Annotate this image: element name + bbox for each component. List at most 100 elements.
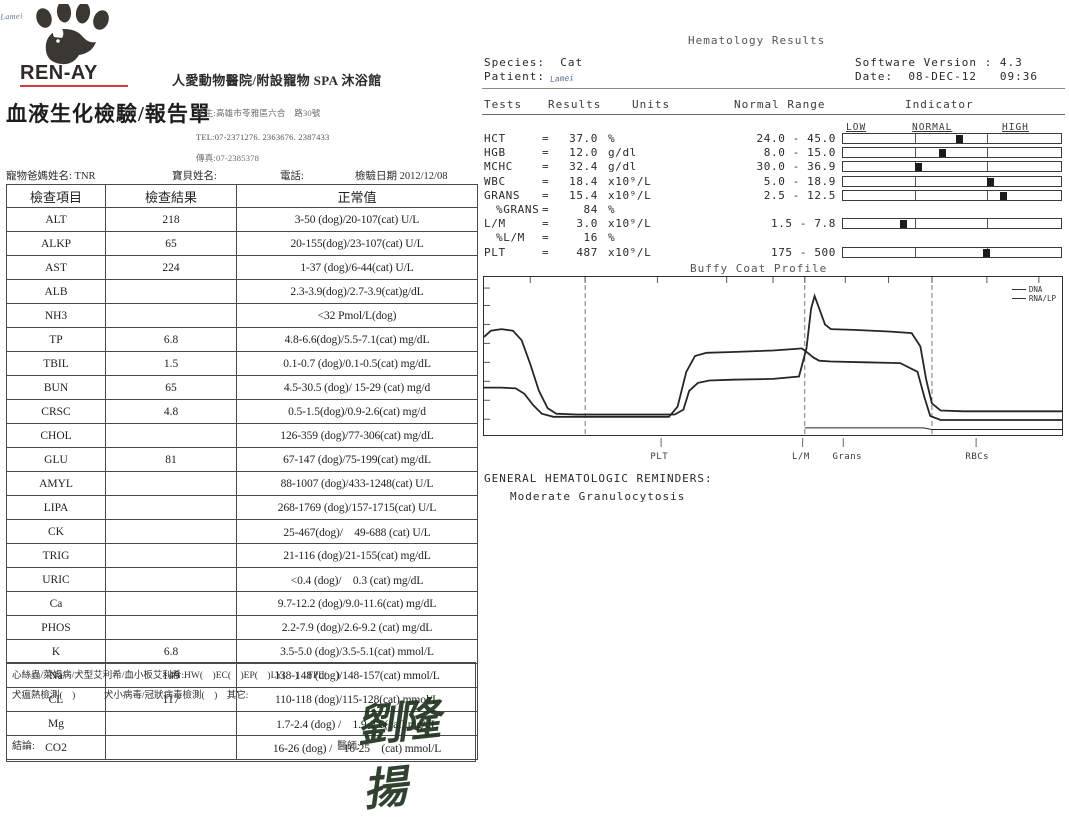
cell-result	[105, 567, 237, 592]
cell-normal-range: 88-1007 (dog)/433-1248(cat) U/L	[236, 471, 478, 496]
cell-item: AST	[6, 255, 106, 280]
test-unit: x10⁹/L	[608, 174, 652, 188]
col-header-units: Units	[632, 98, 671, 111]
hematology-row: HCT = 37.0% 24.0 - 45.0	[480, 132, 1069, 146]
cell-result	[105, 423, 237, 448]
exam-date-field: 檢驗日期 2012/12/08	[355, 168, 447, 183]
table-row: Na 149 138-148 (dog)/148-157(cat) mmol/L	[6, 663, 478, 688]
hematology-row: WBC = 18.4 x10⁹/L 5.0 - 18.9	[480, 175, 1069, 189]
test-normal-range: 1.5 - 7.8	[770, 217, 836, 231]
test-name: HGB	[484, 146, 506, 160]
band-label-grans: Grans	[832, 452, 863, 462]
table-row: ALT 218 3-50 (dog)/20-107(cat) U/L	[6, 207, 478, 232]
patient-value-handwritten: Lamei	[549, 73, 575, 84]
cell-result: 1.5	[105, 351, 237, 376]
table-row: AMYL 88-1007 (dog)/433-1248(cat) U/L	[6, 471, 478, 496]
equals-sign: =	[542, 231, 550, 245]
table-row: Ca 9.7-12.2 (dog)/9.0-11.6(cat) mg/dL	[6, 591, 478, 616]
cell-normal-range: 0.5-1.5(dog)/0.9-2.6(cat) mg/d	[236, 399, 478, 424]
hematology-row: HGB = 12.0 g/dl 8.0 - 15.0	[480, 146, 1069, 160]
hematology-printout-panel: Hematology Results Species: Cat Patient:…	[480, 0, 1069, 777]
equals-sign: =	[542, 245, 550, 259]
indicator-marker	[914, 163, 922, 172]
table-row: AST 224 1-37 (dog)/6-44(cat) U/L	[6, 255, 478, 280]
cell-item: LIPA	[6, 495, 106, 520]
clinic-fax: 傳真:07-2385378	[196, 153, 260, 163]
cell-normal-range: 138-148 (dog)/148-157(cat) mmol/L	[236, 663, 478, 688]
footer-test-line-2: 犬瘟熱檢測( ) 犬小病毒/冠狀病毒檢測( ) 其它:	[12, 691, 249, 701]
brand-underline	[20, 85, 128, 87]
test-name: %L/M	[496, 231, 525, 245]
clinic-telephone: TEL:07-2371276. 2363676. 2387433	[196, 132, 330, 142]
test-normal-range: 5.0 - 18.9	[763, 174, 836, 188]
indicator-marker	[986, 177, 994, 186]
cell-item: BUN	[6, 375, 106, 400]
test-value: 12.0	[569, 146, 598, 160]
table-row: K 6.8 3.5-5.0 (dog)/3.5-5.1(cat) mmol/L	[6, 639, 478, 664]
test-name: GRANS	[484, 188, 521, 202]
cell-normal-range: 3.5-5.0 (dog)/3.5-5.1(cat) mmol/L	[236, 639, 478, 664]
hematology-row: GRANS = 15.4 x10⁹/L 2.5 - 12.5	[480, 189, 1069, 203]
species-field: Species: Cat	[484, 56, 583, 69]
indicator-marker	[999, 191, 1007, 200]
cell-item: NH3	[6, 303, 106, 328]
hematology-row: MCHC = 32.4 g/dl 30.0 - 36.9	[480, 160, 1069, 174]
equals-sign: =	[542, 132, 550, 145]
cell-normal-range: 16-26 (dog) / 16-25 (cat) mmol/L	[236, 735, 478, 760]
footer-box: 心絲蟲/萊姆病/犬型艾利希/血小板艾利希:HW( )EC( )EP( )LY( …	[6, 662, 476, 817]
table-row: TP 6.8 4.8-6.6(dog)/5.5-7.1(cat) mg/dL	[6, 327, 478, 352]
col-header-normal: 正常值	[236, 184, 478, 208]
table-row: ALB 2.3-3.9(dog)/2.7-3.9(cat)g/dL	[6, 279, 478, 304]
owner-value: TNR	[74, 171, 96, 182]
cell-normal-range: <32 Pmol/L(dog)	[236, 303, 478, 328]
test-value: 84	[583, 203, 598, 216]
chart-trace-dna	[484, 293, 1062, 416]
equals-sign: =	[542, 217, 550, 231]
column-divider	[482, 114, 1065, 115]
brand-text: REN-AY	[20, 62, 98, 84]
print-date-value: 08-DEC-12	[908, 70, 977, 83]
biochemistry-table: 檢查項目 檢查結果 正常值 ALT 218 3-50 (dog)/20-107(ca…	[6, 184, 478, 760]
table-row: TBIL 1.5 0.1-0.7 (dog)/0.1-0.5(cat) mg/dL	[6, 351, 478, 376]
cell-normal-range: 0.1-0.7 (dog)/0.1-0.5(cat) mg/dL	[236, 351, 478, 376]
species-label: Species:	[484, 56, 545, 69]
indicator-bar	[842, 147, 1062, 159]
cell-normal-range: 1.7-2.4 (dog) / 1.9-2.6(cat) mg/dL	[236, 711, 478, 736]
test-name: L/M	[484, 217, 506, 231]
cell-normal-range: 21-116 (dog)/21-155(cat) mg/dL	[236, 543, 478, 568]
paw-print-icon	[36, 4, 109, 65]
col-header-normal-range: Normal Range	[734, 98, 826, 111]
cell-item: Na	[6, 663, 106, 688]
cell-result	[105, 711, 237, 736]
cell-result: 6.8	[105, 327, 237, 352]
cell-item: ALT	[6, 207, 106, 232]
test-unit: x10⁹/L	[608, 217, 652, 231]
table-row: CK 25-467(dog)/ 49-688 (cat) U/L	[6, 519, 478, 544]
print-time-value: 09:36	[999, 70, 1038, 83]
test-name: HCT	[484, 132, 506, 145]
table-row: NH3 <32 Pmol/L(dog)	[6, 303, 478, 328]
print-date-label: Date:	[855, 70, 894, 83]
test-unit: %	[608, 203, 616, 216]
col-header-indicator: Indicator	[905, 98, 974, 111]
cell-item: ALB	[6, 279, 106, 304]
indicator-marker	[956, 135, 964, 143]
band-label-plt: PLT	[650, 452, 669, 462]
biochemistry-report-panel: REN-AY 人愛動物醫院/附設寵物 SPA 沐浴館 血液生化檢驗/報告單 民生…	[0, 0, 480, 817]
indicator-label-normal: NORMAL	[912, 122, 953, 133]
pet-name-label: 寶貝姓名:	[172, 171, 217, 182]
cell-item: CK	[6, 519, 106, 544]
cell-normal-range: 3-50 (dog)/20-107(cat) U/L	[236, 207, 478, 232]
test-normal-range: 30.0 - 36.9	[756, 160, 836, 174]
cell-normal-range: 268-1769 (dog)/157-1715(cat) U/L	[236, 495, 478, 520]
table-row: BUN 65 4.5-30.5 (dog)/ 15-29 (cat) mg/d	[6, 375, 478, 400]
indicator-marker	[899, 220, 907, 229]
band-tick: |	[800, 438, 806, 448]
table-row: PHOS 2.2-7.9 (dog)/2.6-9.2 (cat) mg/dL	[6, 615, 478, 640]
cell-result: 149	[105, 663, 237, 688]
buffy-coat-chart: DNA RNA/LP	[483, 276, 1063, 436]
legend-item-rnalp: RNA/LP	[1011, 294, 1056, 303]
cell-item: AMYL	[6, 471, 106, 496]
buffy-coat-title: Buffy Coat Profile	[690, 262, 828, 275]
conclusion-label: 結論:	[12, 741, 35, 752]
